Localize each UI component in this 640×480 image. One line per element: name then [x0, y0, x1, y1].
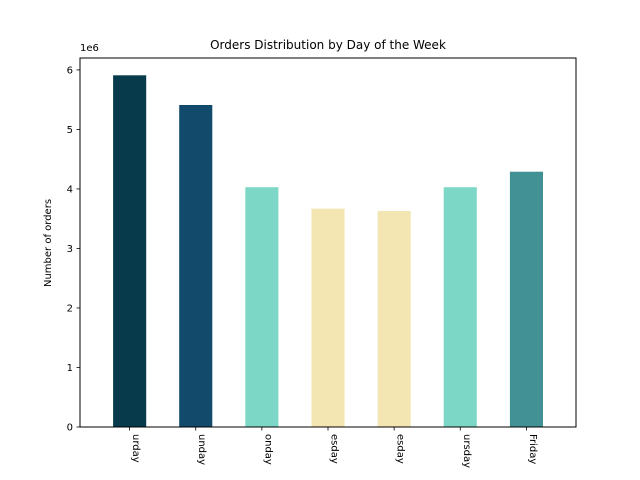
y-tick-label: 4 [67, 184, 73, 195]
y-tick-label: 0 [67, 423, 73, 434]
bar-wednesday [377, 211, 411, 427]
y-ticks-group: 0 1 2 3 4 5 6 [67, 65, 80, 434]
y-tick-label: 5 [67, 125, 73, 136]
bar-sunday [179, 105, 213, 427]
x-tick-label: Friday [527, 434, 538, 464]
y-tick-label: 6 [67, 65, 73, 76]
x-tick-label: esday [329, 434, 340, 464]
x-tick-label: urday [130, 434, 141, 463]
y-tick-label: 3 [67, 244, 73, 255]
x-ticks-group: urday unday onday esday esday ursday Friday [129, 427, 538, 468]
y-offset-text: 1e6 [80, 43, 99, 54]
y-tick-label: 2 [67, 303, 73, 314]
bars-group [113, 75, 543, 428]
y-tick-label: 1 [67, 363, 73, 374]
bar-tuesday [311, 208, 345, 427]
x-tick-label: onday [262, 434, 273, 465]
chart-title: Orders Distribution by Day of the Week [210, 38, 446, 52]
bar-monday [245, 187, 279, 427]
bar-saturday [113, 75, 147, 428]
bar-friday [509, 171, 543, 427]
x-tick-label: ursday [461, 434, 472, 468]
bar-thursday [443, 187, 477, 427]
x-tick-label: esday [395, 434, 406, 464]
x-tick-label: unday [196, 434, 207, 465]
y-axis-label: Number of orders [43, 199, 54, 287]
plot-frame [79, 57, 577, 428]
